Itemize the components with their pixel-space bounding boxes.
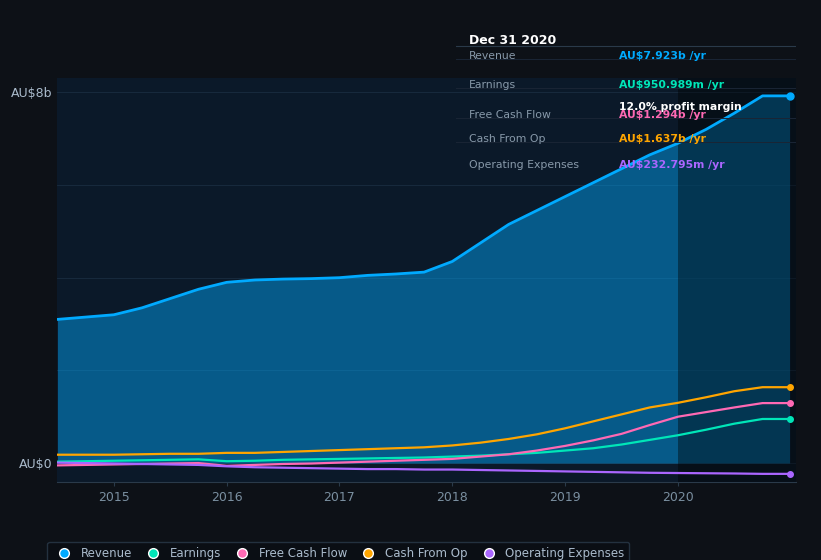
- Text: Revenue: Revenue: [470, 51, 516, 61]
- Text: Dec 31 2020: Dec 31 2020: [470, 34, 557, 46]
- Text: Cash From Op: Cash From Op: [470, 134, 546, 144]
- Text: Earnings: Earnings: [470, 80, 516, 90]
- Text: Operating Expenses: Operating Expenses: [470, 160, 580, 170]
- Text: AU$1.637b /yr: AU$1.637b /yr: [619, 134, 706, 144]
- Text: AU$232.795m /yr: AU$232.795m /yr: [619, 160, 725, 170]
- Text: AU$950.989m /yr: AU$950.989m /yr: [619, 80, 724, 90]
- Text: 12.0% profit margin: 12.0% profit margin: [619, 102, 742, 112]
- Bar: [678, 78, 802, 482]
- Text: AU$1.294b /yr: AU$1.294b /yr: [619, 110, 706, 120]
- Text: Free Cash Flow: Free Cash Flow: [470, 110, 551, 120]
- Legend: Revenue, Earnings, Free Cash Flow, Cash From Op, Operating Expenses: Revenue, Earnings, Free Cash Flow, Cash …: [48, 542, 629, 560]
- Text: AU$7.923b /yr: AU$7.923b /yr: [619, 51, 706, 61]
